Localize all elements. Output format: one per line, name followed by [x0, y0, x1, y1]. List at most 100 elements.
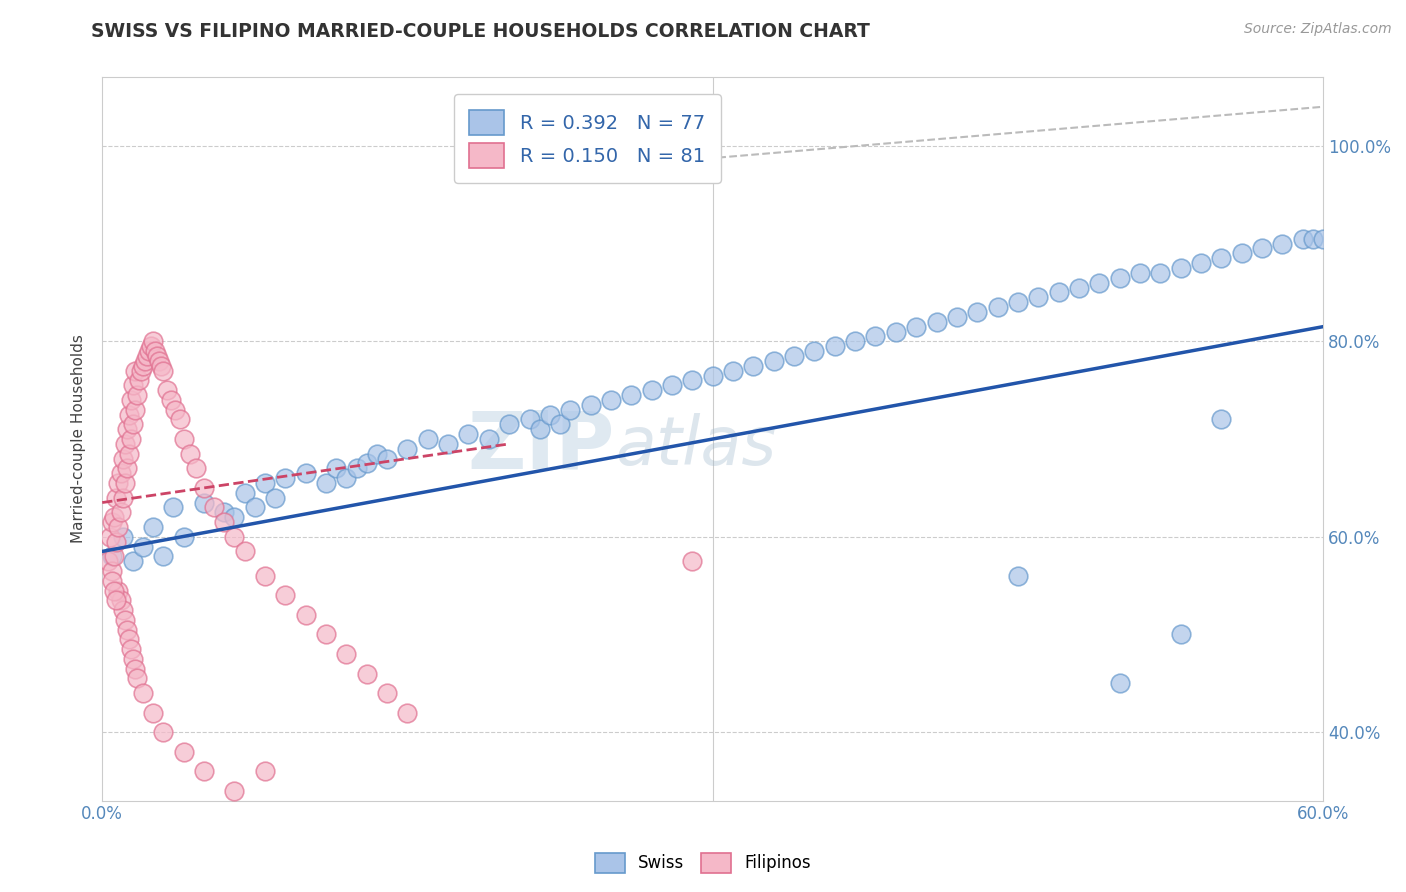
Point: [193, 481, 215, 495]
Point: [335, 471, 357, 485]
Point: [560, 402, 582, 417]
Point: [214, 505, 236, 519]
Point: [124, 363, 146, 377]
Point: [253, 764, 276, 779]
Point: [184, 461, 207, 475]
Point: [224, 510, 246, 524]
Point: [146, 349, 169, 363]
Point: [134, 354, 156, 368]
Point: [162, 500, 184, 515]
Point: [1129, 266, 1152, 280]
Point: [620, 388, 643, 402]
Point: [1047, 285, 1070, 300]
Point: [120, 642, 142, 657]
Point: [946, 310, 969, 324]
Point: [142, 334, 165, 349]
Point: [202, 500, 225, 515]
Point: [925, 315, 948, 329]
Point: [661, 378, 683, 392]
Point: [107, 520, 129, 534]
Point: [325, 461, 347, 475]
Point: [110, 467, 132, 481]
Point: [1211, 252, 1233, 266]
Point: [124, 402, 146, 417]
Point: [356, 457, 378, 471]
Point: [115, 461, 138, 475]
Point: [136, 349, 159, 363]
Point: [118, 408, 141, 422]
Point: [138, 344, 160, 359]
Point: [1230, 246, 1253, 260]
Point: [702, 368, 724, 383]
Point: [111, 603, 134, 617]
Point: [375, 451, 398, 466]
Point: [110, 593, 132, 607]
Point: [346, 461, 368, 475]
Point: [640, 383, 662, 397]
Point: [762, 354, 785, 368]
Point: [721, 363, 744, 377]
Point: [742, 359, 765, 373]
Point: [457, 427, 479, 442]
Point: [142, 706, 165, 720]
Point: [1312, 232, 1334, 246]
Point: [132, 686, 155, 700]
Point: [165, 402, 187, 417]
Point: [600, 392, 623, 407]
Point: [120, 392, 142, 407]
Point: [264, 491, 287, 505]
Point: [865, 329, 887, 343]
Point: [103, 549, 125, 564]
Point: [97, 554, 120, 568]
Point: [142, 520, 165, 534]
Point: [132, 540, 155, 554]
Point: [681, 373, 703, 387]
Point: [118, 447, 141, 461]
Point: [315, 627, 337, 641]
Point: [115, 422, 138, 436]
Point: [152, 549, 174, 564]
Point: [173, 530, 195, 544]
Point: [966, 305, 988, 319]
Point: [111, 451, 134, 466]
Point: [125, 672, 148, 686]
Point: [1108, 676, 1130, 690]
Point: [169, 412, 191, 426]
Point: [1149, 266, 1171, 280]
Point: [681, 554, 703, 568]
Point: [193, 764, 215, 779]
Point: [132, 359, 155, 373]
Point: [396, 442, 419, 456]
Point: [173, 745, 195, 759]
Point: [105, 593, 128, 607]
Point: [783, 349, 806, 363]
Point: [121, 378, 143, 392]
Point: [101, 564, 124, 578]
Point: [103, 583, 125, 598]
Point: [152, 363, 174, 377]
Point: [120, 432, 142, 446]
Point: [114, 475, 136, 490]
Text: atlas: atlas: [614, 413, 776, 479]
Point: [844, 334, 866, 349]
Legend: Swiss, Filipinos: Swiss, Filipinos: [588, 847, 818, 880]
Point: [1108, 270, 1130, 285]
Legend: R = 0.392   N = 77, R = 0.150   N = 81: R = 0.392 N = 77, R = 0.150 N = 81: [454, 95, 721, 183]
Y-axis label: Married-couple Households: Married-couple Households: [72, 334, 86, 543]
Point: [129, 363, 152, 377]
Text: Source: ZipAtlas.com: Source: ZipAtlas.com: [1244, 22, 1392, 37]
Point: [150, 359, 173, 373]
Point: [148, 354, 170, 368]
Point: [243, 500, 266, 515]
Point: [107, 475, 129, 490]
Point: [173, 432, 195, 446]
Point: [1302, 232, 1324, 246]
Point: [1189, 256, 1212, 270]
Point: [107, 583, 129, 598]
Point: [1088, 276, 1111, 290]
Point: [179, 447, 201, 461]
Point: [1026, 290, 1049, 304]
Point: [294, 467, 316, 481]
Point: [416, 432, 439, 446]
Point: [139, 339, 162, 353]
